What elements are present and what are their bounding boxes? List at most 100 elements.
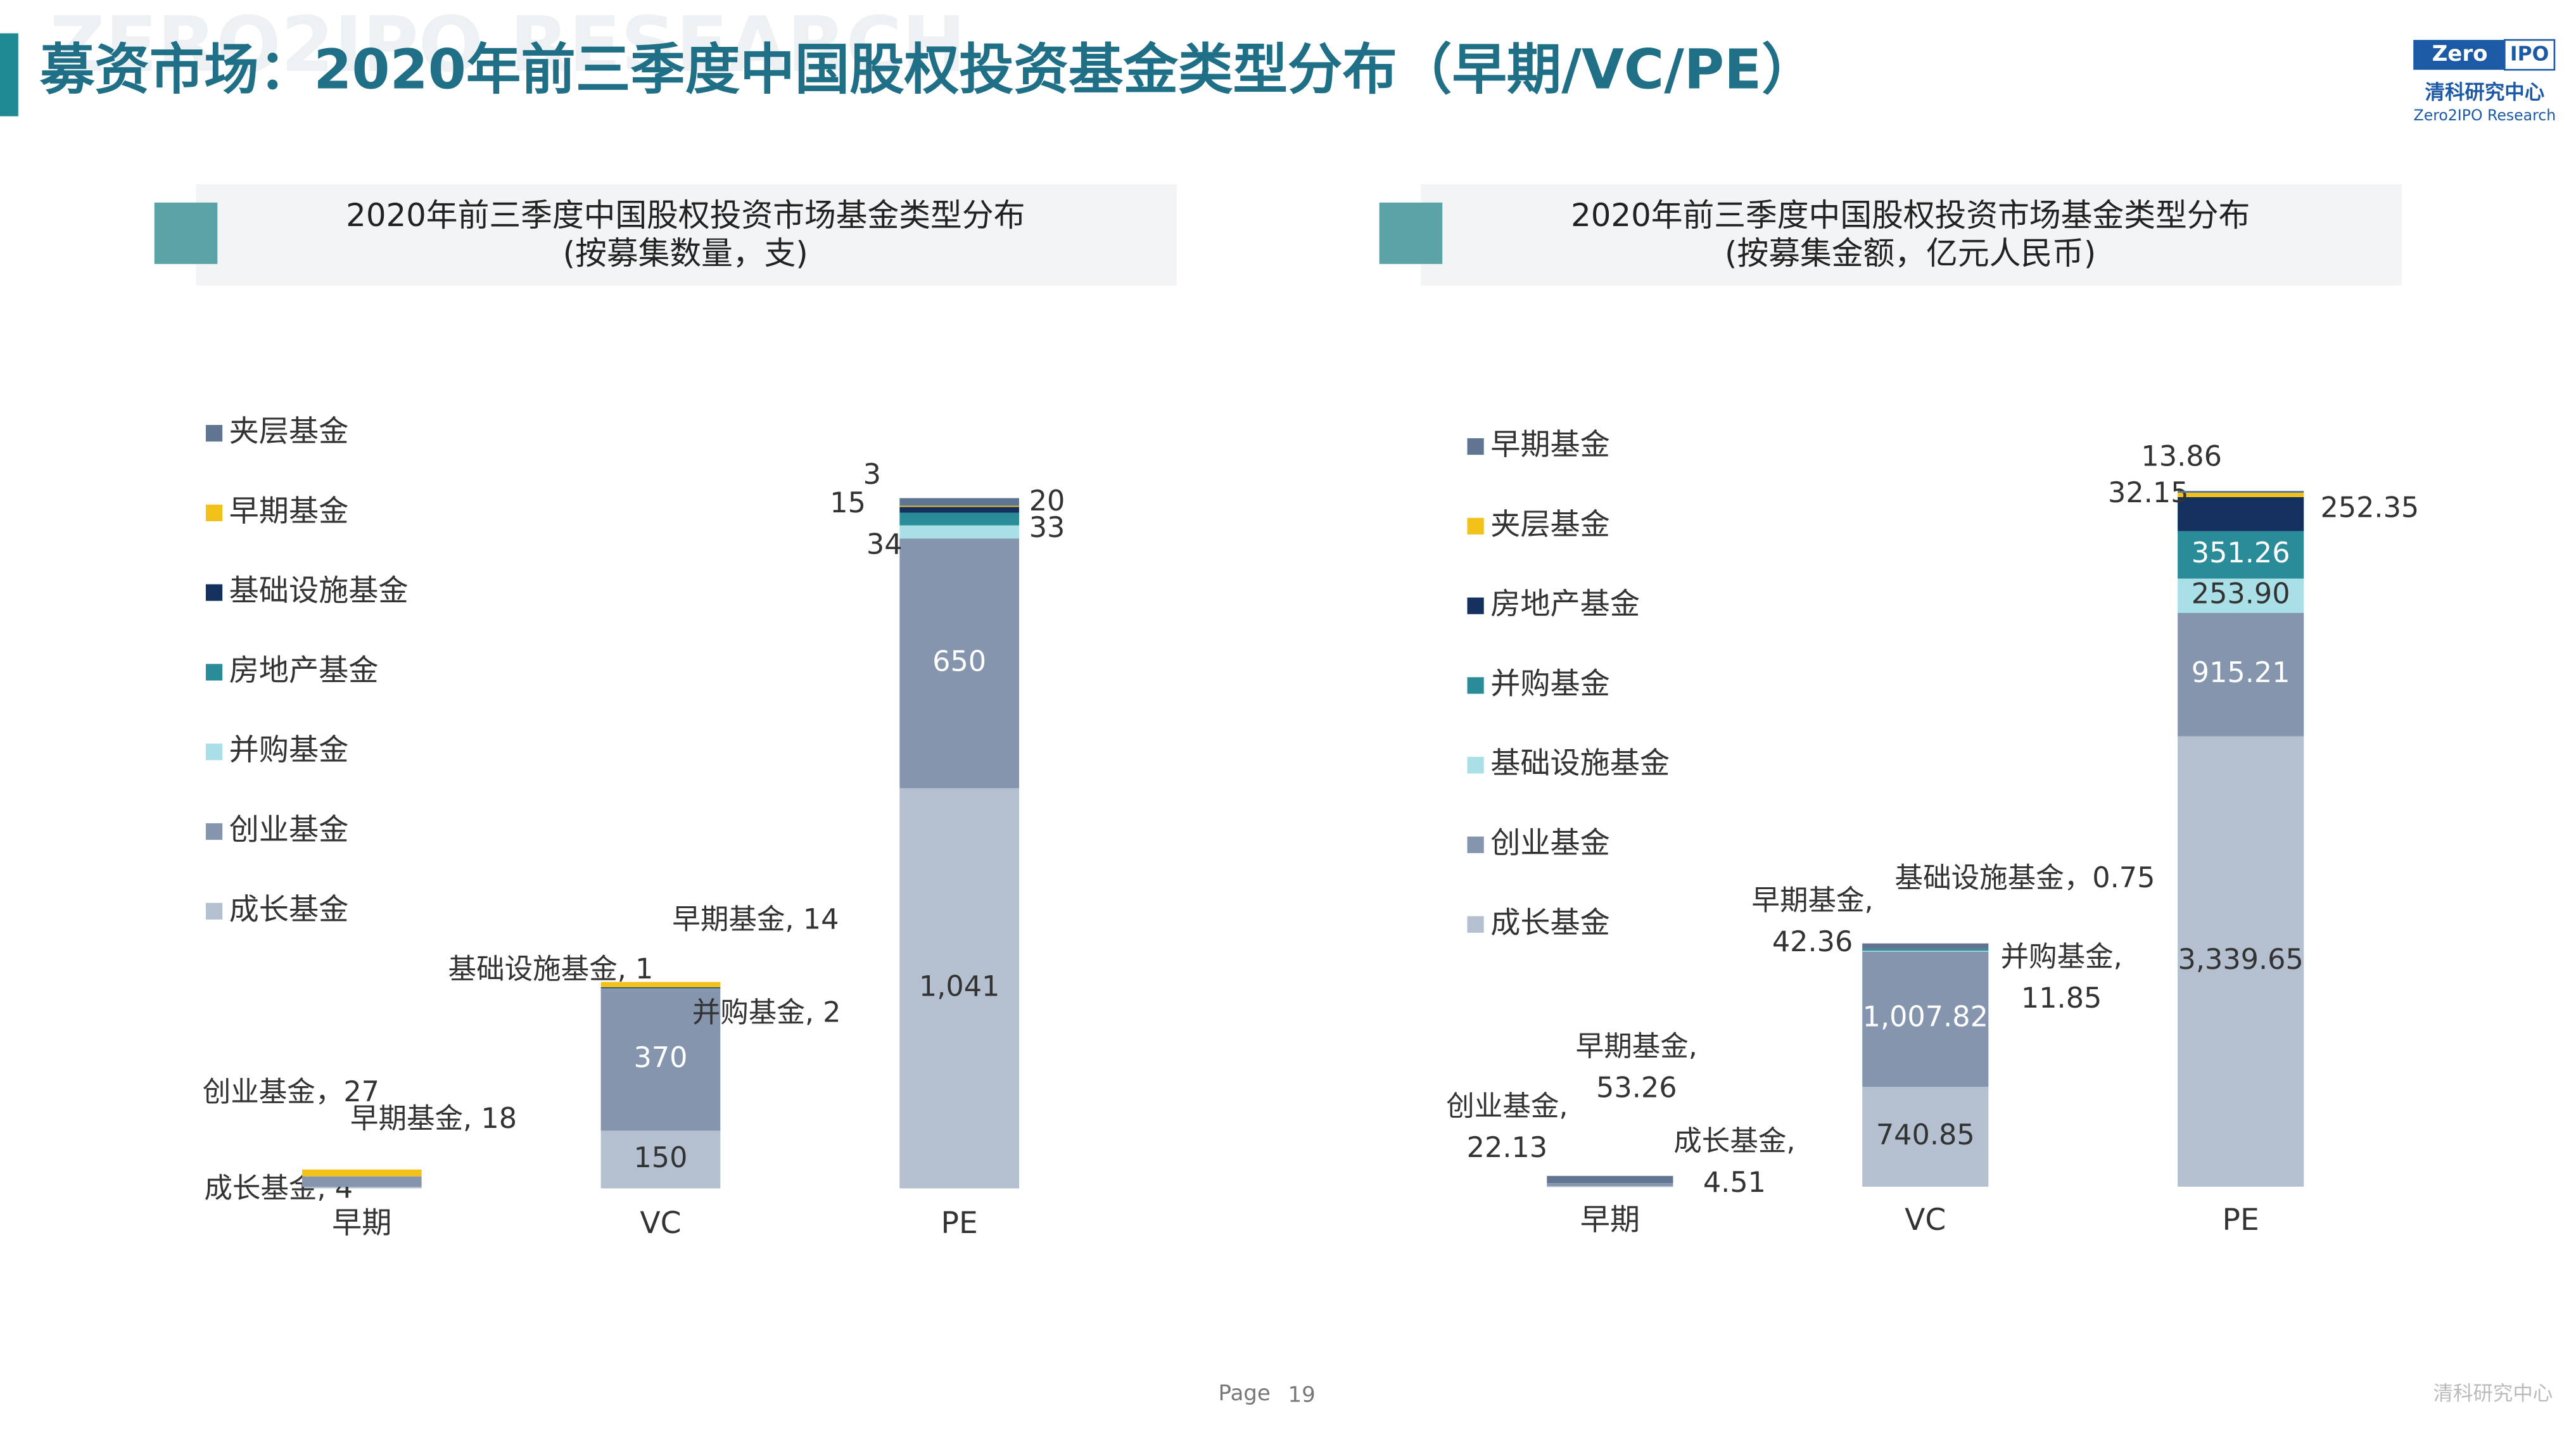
data-label: 早期基金, 14 bbox=[672, 903, 839, 936]
legend-swatch bbox=[1467, 517, 1484, 535]
legend-label: 夹层基金 bbox=[229, 414, 349, 449]
title-accent bbox=[0, 33, 18, 117]
bar-segment bbox=[600, 1130, 721, 1189]
data-label: 253.90 bbox=[2192, 578, 2290, 611]
x-tick-label: PE bbox=[941, 1206, 978, 1241]
data-label: 650 bbox=[932, 645, 986, 678]
data-label: 早期基金, 42.36 bbox=[1751, 883, 1873, 958]
legend-label: 早期基金 bbox=[1490, 427, 1610, 462]
bar-segment bbox=[1862, 951, 1989, 1087]
x-tick-label: VC bbox=[1905, 1203, 1946, 1237]
x-tick-label: 早期 bbox=[1580, 1203, 1640, 1237]
data-label: 33 bbox=[1029, 511, 1065, 544]
chart-title: 2020年前三季度中国股权投资市场基金类型分布 bbox=[1571, 197, 2250, 234]
data-label: 创业基金，27 bbox=[203, 1075, 379, 1108]
bar-segment bbox=[899, 538, 1019, 788]
legend-swatch bbox=[205, 425, 223, 442]
bar-segment bbox=[2178, 578, 2304, 613]
legend-label: 成长基金 bbox=[1490, 906, 1610, 940]
legend-swatch bbox=[1467, 836, 1484, 854]
bar-segment bbox=[301, 1169, 422, 1177]
bar-segment bbox=[2178, 491, 2304, 493]
legend-swatch bbox=[205, 823, 223, 840]
data-label: 并购基金, 11.85 bbox=[2001, 940, 2122, 1015]
legend-label: 创业基金 bbox=[1490, 826, 1610, 861]
legend-label: 房地产基金 bbox=[1490, 587, 1640, 622]
legend-swatch bbox=[1467, 757, 1484, 774]
data-label: 351.26 bbox=[2192, 536, 2290, 569]
legend-label: 创业基金 bbox=[229, 813, 349, 847]
logo-text: Zero bbox=[2432, 41, 2488, 66]
logo-box bbox=[2413, 40, 2508, 70]
logo-text: 清科研究中心 bbox=[2425, 80, 2545, 104]
logo-text: Zero2IPO Research bbox=[2414, 106, 2556, 124]
legend-swatch bbox=[1467, 677, 1484, 694]
bar-segment bbox=[899, 512, 1019, 526]
x-tick-label: PE bbox=[2223, 1203, 2259, 1237]
data-label: 早期基金, 18 bbox=[350, 1102, 517, 1135]
data-label: 基础设施基金, 1 bbox=[448, 952, 654, 985]
legend-label: 房地产基金 bbox=[229, 653, 379, 688]
chart-subtitle: (按募集数量，支) bbox=[563, 235, 808, 272]
bar-segment bbox=[2178, 612, 2304, 737]
bar-segment bbox=[1862, 1087, 1989, 1187]
logo: Zero IPO 清科研究中心 Zero2IPO Research bbox=[2413, 39, 2556, 124]
bar-segment bbox=[1547, 1186, 1673, 1187]
legend-swatch bbox=[1467, 916, 1484, 933]
bar-segment bbox=[600, 988, 721, 1131]
legend-swatch bbox=[1467, 438, 1484, 455]
bar-segment bbox=[899, 788, 1019, 1189]
x-tick-label: VC bbox=[640, 1206, 681, 1241]
chart-title: 2020年前三季度中国股权投资市场基金类型分布 bbox=[346, 197, 1025, 234]
bar-segment bbox=[2178, 736, 2304, 1187]
data-label: 1,007.82 bbox=[1863, 1001, 1988, 1034]
data-label: 成长基金, 4.51 bbox=[1673, 1124, 1795, 1199]
data-label: 252.35 bbox=[2320, 491, 2419, 524]
legend-label: 夹层基金 bbox=[1490, 507, 1610, 542]
bar-segment bbox=[2178, 493, 2304, 498]
legend-label: 成长基金 bbox=[229, 892, 349, 927]
data-label: 3,339.65 bbox=[2178, 943, 2304, 976]
page-number: 19 bbox=[1288, 1382, 1315, 1407]
chart-title-box bbox=[196, 184, 1177, 286]
data-label: 早期基金, 53.26 bbox=[1576, 1030, 1697, 1104]
legend-swatch bbox=[205, 743, 223, 761]
legend-label: 基础设施基金 bbox=[1490, 746, 1670, 781]
bar-segment bbox=[301, 1176, 422, 1187]
x-tick-label: 早期 bbox=[332, 1206, 391, 1241]
data-label: 基础设施基金，0.75 bbox=[1895, 861, 2155, 894]
footer-org: 清科研究中心 bbox=[2433, 1382, 2553, 1405]
legend-swatch bbox=[205, 902, 223, 920]
data-label: 15 bbox=[830, 486, 866, 519]
bar-segment bbox=[301, 1186, 422, 1189]
bar-segment bbox=[899, 525, 1019, 539]
watermark: ZERO2IPO RESEARCH bbox=[50, 1, 966, 89]
legend-swatch bbox=[205, 584, 223, 601]
data-label: 915.21 bbox=[2192, 656, 2290, 689]
data-label: 创业基金, 22.13 bbox=[1446, 1089, 1568, 1164]
bar-segment bbox=[600, 982, 721, 988]
data-label: 3 bbox=[863, 458, 881, 491]
bar-segment bbox=[1547, 1175, 1673, 1184]
chart-title-marker bbox=[1379, 202, 1443, 264]
legend-swatch bbox=[1467, 597, 1484, 614]
data-label: 1,041 bbox=[919, 970, 999, 1003]
legend-label: 早期基金 bbox=[229, 494, 349, 529]
legend-swatch bbox=[205, 664, 223, 681]
bar-segment bbox=[1862, 949, 1989, 951]
legend-label: 并购基金 bbox=[1490, 666, 1610, 701]
logo-text: IPO bbox=[2510, 43, 2549, 66]
chart-subtitle: (按募集金额，亿元人民币) bbox=[1725, 235, 2096, 272]
bar-segment bbox=[2178, 531, 2304, 579]
data-label: 740.85 bbox=[1876, 1118, 1975, 1151]
slide-title: 募资市场：2020年前三季度中国股权投资基金类型分布（早期/VC/PE） bbox=[39, 38, 1817, 101]
data-label: 20 bbox=[1029, 484, 1065, 517]
legend-swatch bbox=[205, 504, 223, 521]
bar-segment bbox=[1862, 951, 1989, 952]
data-label: 并购基金, 2 bbox=[692, 996, 841, 1028]
data-label: 370 bbox=[633, 1041, 687, 1074]
bar-segment bbox=[1862, 943, 1989, 949]
chart-title-box bbox=[1421, 184, 2402, 286]
bar-segment bbox=[899, 507, 1019, 513]
